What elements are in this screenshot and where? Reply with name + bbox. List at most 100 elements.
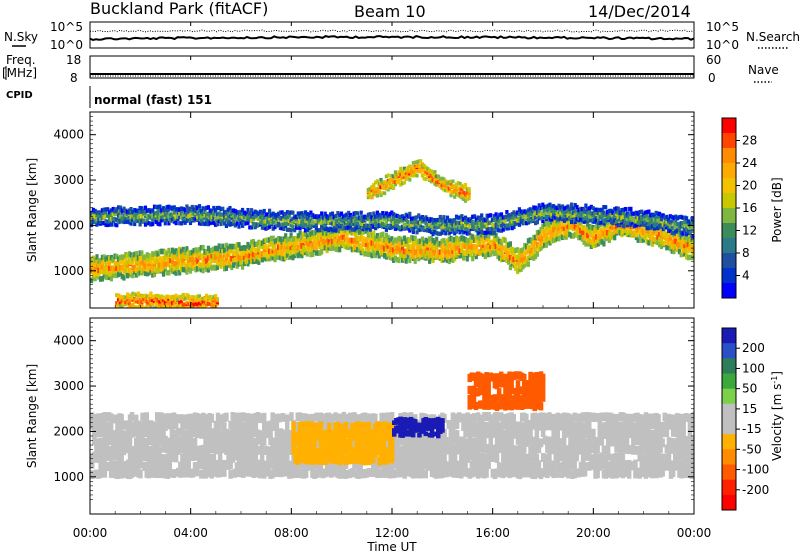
power-cell [431, 237, 435, 244]
power-cell [136, 210, 140, 215]
power-cell [375, 187, 379, 191]
power-cell [212, 295, 216, 299]
power-cell [366, 223, 370, 228]
power-cell [465, 238, 469, 244]
power-cell [203, 221, 207, 227]
power-cell [445, 184, 450, 189]
power-cell [161, 304, 166, 308]
power-cell [298, 230, 302, 237]
power-cell [422, 244, 426, 250]
power-cell [499, 216, 504, 221]
power-cell [399, 253, 403, 259]
power-cell [221, 206, 225, 211]
power-cell [411, 226, 415, 232]
power-cell [347, 225, 351, 230]
power-cell [568, 223, 572, 229]
power-cell [417, 241, 421, 248]
power-cell [280, 255, 284, 262]
power-cell [649, 227, 653, 234]
power-cell [147, 298, 151, 303]
power-cell [499, 244, 504, 250]
power-cell [377, 223, 381, 228]
power-cell [131, 272, 135, 279]
power-cell [440, 176, 444, 181]
power-cell [365, 245, 369, 251]
power-cell [593, 242, 597, 248]
power-cell [246, 217, 250, 222]
power-cell [490, 227, 495, 232]
power-cell [634, 210, 638, 215]
power-cell [381, 239, 385, 246]
power-cell [481, 251, 486, 257]
velocity-cell [165, 413, 170, 423]
power-cell [203, 262, 207, 268]
power-cell [117, 220, 121, 225]
power-cell [235, 253, 239, 259]
power-cell [543, 242, 547, 248]
power-cell [381, 191, 385, 195]
power-cell [510, 246, 514, 253]
power-cell [287, 246, 291, 252]
power-cell [138, 261, 142, 267]
power-cell [316, 232, 320, 238]
power-cell [656, 211, 660, 216]
power-cell [241, 207, 245, 213]
power-cell [462, 224, 466, 229]
power-cell [388, 216, 392, 221]
power-cell [91, 207, 95, 212]
power-cell [523, 209, 527, 214]
power-cell [413, 221, 417, 226]
power-cell [471, 214, 475, 219]
power-cell [210, 299, 214, 303]
power-cell [429, 223, 433, 228]
power-cell [381, 249, 385, 256]
power-cell [126, 219, 130, 224]
power-cell [516, 210, 520, 215]
power-cell [399, 217, 403, 222]
power-cell [142, 218, 146, 223]
power-cell [197, 262, 202, 268]
power-cell [681, 251, 685, 257]
velocity-cell [220, 444, 225, 454]
power-cell [507, 250, 511, 257]
power-cell [356, 241, 360, 247]
power-cell [106, 274, 110, 281]
power-cell [677, 228, 681, 233]
power-cell [219, 256, 223, 263]
power-cell [232, 210, 236, 215]
power-cell [683, 228, 687, 233]
power-cell [492, 240, 496, 246]
power-cell [431, 244, 435, 250]
power-cell [392, 180, 396, 184]
power-cell [205, 249, 209, 255]
power-cell [392, 212, 396, 217]
velocity-cell [167, 468, 173, 478]
power-cell [208, 221, 212, 226]
power-cell [271, 216, 275, 221]
power-cell [512, 221, 516, 226]
power-cell [539, 212, 543, 217]
power-cell [609, 229, 613, 235]
power-cell [399, 182, 403, 187]
power-cell [595, 227, 599, 234]
station-title: Buckland Park (fitACF) [90, 0, 268, 18]
power-cell [192, 248, 196, 254]
power-cell [472, 221, 477, 227]
power-cell [679, 243, 683, 250]
power-cell [534, 205, 538, 210]
power-cell [210, 265, 214, 271]
power-cell [625, 213, 629, 218]
power-cell [548, 202, 552, 207]
power-cell [616, 215, 620, 220]
power-cell [661, 222, 665, 227]
power-cell [422, 163, 426, 168]
power-cell [197, 213, 202, 219]
power-cell [372, 250, 376, 256]
power-cell [683, 239, 687, 245]
power-cell [404, 171, 408, 175]
power-cell [160, 211, 164, 217]
power-cell [113, 208, 117, 214]
velocity-cell [291, 469, 296, 479]
power-cell [232, 262, 236, 268]
power-cell [501, 254, 505, 260]
